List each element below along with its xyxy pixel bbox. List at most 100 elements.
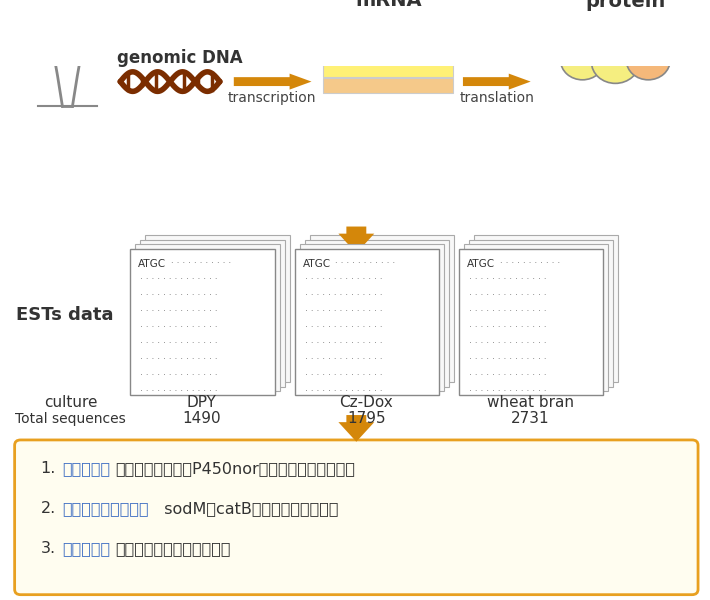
Text: 発現解析システムの開発: 発現解析システムの開発	[115, 541, 231, 556]
FancyArrow shape	[339, 415, 374, 442]
Text: · · · · · · · · · · · · · ·: · · · · · · · · · · · · · ·	[469, 307, 547, 316]
Text: 3.: 3.	[40, 541, 55, 556]
Text: Total sequences: Total sequences	[15, 412, 126, 425]
Circle shape	[581, 5, 587, 10]
Bar	[324, 46, 453, 61]
Text: チロシナーゼ、P450nor、アミンオキシダーゼ: チロシナーゼ、P450nor、アミンオキシダーゼ	[115, 461, 356, 476]
Bar	[324, 62, 453, 77]
Circle shape	[626, 41, 670, 80]
Text: 解析ツール: 解析ツール	[62, 541, 111, 556]
Text: transcription: transcription	[227, 91, 316, 104]
Text: · · · · · · · · · · · · · ·: · · · · · · · · · · · · · ·	[305, 371, 382, 380]
Circle shape	[57, 14, 68, 23]
Circle shape	[651, 29, 657, 34]
Text: · · · · · · · · · · ·: · · · · · · · · · · ·	[497, 259, 560, 268]
Text: · · · · · · · · · · · · · ·: · · · · · · · · · · · · · ·	[469, 323, 547, 332]
Text: · · · · · · · · · · · · · ·: · · · · · · · · · · · · · ·	[140, 275, 218, 284]
Circle shape	[591, 41, 639, 83]
Text: sodMとcatB遣伝子プロモーター: sodMとcatB遣伝子プロモーター	[154, 501, 338, 516]
Bar	[145, 235, 290, 382]
Text: 強力なプロモーター: 強力なプロモーター	[62, 501, 149, 516]
Text: ATGC: ATGC	[302, 259, 331, 269]
Bar	[324, 30, 453, 45]
Text: protein: protein	[585, 0, 665, 11]
Text: 有用遣伝子: 有用遣伝子	[62, 461, 111, 476]
Circle shape	[611, 0, 617, 4]
Text: · · · · · · · · · · ·: · · · · · · · · · · ·	[332, 259, 395, 268]
Circle shape	[561, 41, 604, 80]
FancyArrow shape	[234, 74, 312, 89]
Text: · · · · · · · · · · · · · ·: · · · · · · · · · · · · · ·	[140, 323, 218, 332]
Circle shape	[605, 52, 612, 59]
Text: · · · · · · · · · · · · · ·: · · · · · · · · · · · · · ·	[140, 307, 218, 316]
Text: ATGC: ATGC	[138, 259, 166, 269]
Text: · · · · · · · · · · · · · ·: · · · · · · · · · · · · · ·	[305, 388, 382, 397]
Bar	[324, 14, 453, 29]
Bar	[324, 78, 453, 93]
Circle shape	[67, 14, 78, 23]
Circle shape	[593, 25, 600, 31]
FancyArrow shape	[339, 227, 374, 253]
Bar	[305, 240, 449, 386]
Text: · · · · · · · · · · · · · ·: · · · · · · · · · · · · · ·	[469, 275, 547, 284]
Text: · · · · · · · · · · · · · ·: · · · · · · · · · · · · · ·	[305, 340, 382, 349]
Text: · · · · · · · · · · · · · ·: · · · · · · · · · · · · · ·	[469, 388, 547, 397]
Bar	[464, 244, 608, 391]
Text: wheat bran: wheat bran	[487, 395, 574, 410]
Text: · · · · · · · · · · · · · ·: · · · · · · · · · · · · · ·	[140, 355, 218, 364]
Text: translation: translation	[459, 91, 534, 104]
Bar	[300, 244, 444, 391]
FancyArrow shape	[463, 74, 530, 89]
Bar	[140, 240, 285, 386]
Text: DPY: DPY	[187, 395, 217, 410]
Circle shape	[573, 52, 579, 58]
Text: · · · · · · · · · · · · · ·: · · · · · · · · · · · · · ·	[140, 388, 218, 397]
Text: ATGC: ATGC	[467, 259, 495, 269]
Text: culture: culture	[44, 395, 97, 410]
Text: · · · · · · · · · · · · · ·: · · · · · · · · · · · · · ·	[469, 371, 547, 380]
Text: · · · · · · · · · · · · · ·: · · · · · · · · · · · · · ·	[305, 292, 382, 301]
Bar	[459, 249, 604, 395]
Text: · · · · · · · · · · · · · ·: · · · · · · · · · · · · · ·	[305, 355, 382, 364]
FancyBboxPatch shape	[15, 440, 698, 595]
Circle shape	[562, 28, 569, 34]
Circle shape	[571, 0, 611, 31]
Circle shape	[643, 5, 649, 10]
Text: · · · · · · · · · · · · · ·: · · · · · · · · · · · · · ·	[140, 340, 218, 349]
Circle shape	[34, 22, 45, 31]
Circle shape	[581, 13, 626, 54]
Text: ESTs data: ESTs data	[16, 307, 113, 325]
Text: genomic DNA: genomic DNA	[117, 49, 243, 67]
Text: mRNA: mRNA	[355, 0, 422, 10]
Bar	[310, 235, 454, 382]
Circle shape	[626, 26, 632, 32]
Text: · · · · · · · · · · ·: · · · · · · · · · · ·	[168, 259, 231, 268]
Text: Cz-Dox: Cz-Dox	[339, 395, 393, 410]
Circle shape	[34, 10, 45, 20]
Circle shape	[46, 5, 57, 14]
Circle shape	[67, 2, 78, 12]
Text: 1490: 1490	[182, 411, 222, 426]
Text: · · · · · · · · · · · · · ·: · · · · · · · · · · · · · ·	[305, 307, 382, 316]
Text: · · · · · · · · · · · · · ·: · · · · · · · · · · · · · ·	[140, 371, 218, 380]
Text: 2731: 2731	[511, 411, 550, 426]
Bar	[469, 240, 613, 386]
Text: · · · · · · · · · · · · · ·: · · · · · · · · · · · · · ·	[469, 292, 547, 301]
Text: · · · · · · · · · · · · · ·: · · · · · · · · · · · · · ·	[305, 323, 382, 332]
Circle shape	[613, 16, 657, 55]
Circle shape	[46, 16, 57, 26]
Circle shape	[78, 5, 89, 14]
Circle shape	[90, 10, 101, 20]
Circle shape	[599, 0, 643, 26]
Text: · · · · · · · · · · · · · ·: · · · · · · · · · · · · · ·	[140, 292, 218, 301]
Circle shape	[57, 2, 68, 12]
Circle shape	[638, 52, 645, 58]
Text: · · · · · · · · · · · · · ·: · · · · · · · · · · · · · ·	[469, 355, 547, 364]
Bar	[474, 235, 618, 382]
Circle shape	[90, 22, 101, 31]
Circle shape	[640, 19, 680, 55]
Circle shape	[78, 16, 89, 26]
Bar	[295, 249, 439, 395]
Text: · · · · · · · · · · · · · ·: · · · · · · · · · · · · · ·	[469, 340, 547, 349]
Text: 1795: 1795	[347, 411, 386, 426]
